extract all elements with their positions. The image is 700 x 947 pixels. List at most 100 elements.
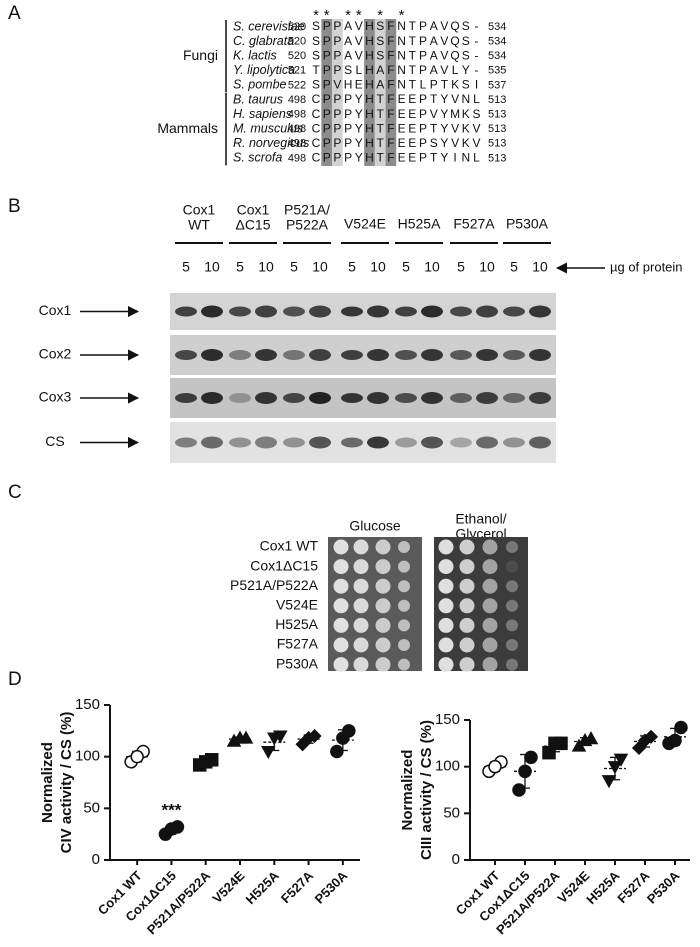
group-label: Fungi [183, 47, 218, 63]
spot [333, 617, 349, 633]
row-label: Cox3 [39, 389, 72, 405]
band [341, 393, 363, 403]
spot [459, 598, 475, 614]
band [201, 305, 223, 318]
spot [375, 637, 391, 653]
end-position: 513 [488, 152, 506, 164]
data-point [232, 730, 248, 744]
band [395, 437, 417, 448]
strain: F527A [277, 636, 319, 652]
spot [506, 541, 518, 553]
spot [353, 657, 369, 673]
spot [459, 559, 475, 575]
strain: Cox1 WT [260, 538, 319, 554]
band [503, 437, 525, 448]
species: R. norvegicus [233, 136, 309, 150]
start-position: 520 [288, 21, 306, 33]
spot [333, 657, 349, 673]
band [367, 436, 389, 449]
data-point [631, 740, 647, 756]
x-tick-label: V524E [209, 868, 247, 906]
band [309, 392, 331, 404]
band [503, 350, 525, 360]
band [283, 306, 305, 317]
spot [398, 580, 410, 593]
shade [374, 19, 386, 166]
y-tick-label: 100 [435, 758, 460, 775]
spot [482, 539, 498, 555]
data-point [613, 753, 629, 767]
band [421, 305, 443, 318]
spot [375, 598, 391, 614]
y-tick-label: 150 [75, 696, 100, 713]
band [175, 306, 197, 317]
band [255, 349, 277, 361]
spot [506, 619, 518, 632]
band [529, 392, 551, 404]
strain: P521A/P522A [230, 577, 319, 593]
end-position: 513 [488, 123, 506, 135]
band [476, 392, 498, 404]
data-point [548, 736, 562, 751]
band [367, 349, 389, 361]
end-position: 534 [488, 36, 506, 48]
data-point [261, 745, 276, 760]
lane-label: WT [188, 217, 210, 233]
spot [375, 617, 391, 633]
band [255, 392, 277, 404]
y-axis-label: CIII activity / CS (%) [418, 720, 435, 860]
lane-label: V524E [344, 216, 386, 232]
band [395, 306, 417, 317]
spot [459, 539, 475, 555]
lane-label: Cox1 [237, 202, 270, 218]
spot [353, 559, 369, 575]
lane-label: ΔC15 [235, 217, 270, 233]
amount: 10 [479, 259, 495, 275]
band [367, 305, 389, 318]
spot [353, 617, 369, 633]
start-position: 520 [288, 36, 306, 48]
strain: V524E [276, 597, 318, 613]
y-tick-label: 100 [75, 748, 100, 765]
lane-label: H525A [398, 216, 441, 232]
data-point [336, 731, 350, 745]
spot [482, 657, 498, 673]
spot [333, 637, 349, 653]
lane-label: P522A [286, 217, 329, 233]
band [255, 436, 277, 449]
spot [438, 539, 454, 555]
spot [353, 598, 369, 614]
species: B. taurus [233, 92, 283, 106]
band [421, 349, 443, 361]
amount: 5 [402, 259, 410, 275]
data-point [512, 783, 526, 797]
y-axis-label: CIV activity / CS (%) [58, 712, 75, 854]
x-tick-label: H525A [243, 868, 283, 908]
band [341, 306, 363, 317]
spot [333, 578, 349, 594]
data-point [674, 720, 688, 735]
spot [438, 598, 454, 614]
band [229, 437, 251, 448]
end-position: 534 [488, 21, 506, 33]
end-position: 513 [488, 94, 506, 106]
shade [321, 19, 333, 166]
band [395, 350, 417, 360]
band [529, 436, 551, 449]
spot [482, 637, 498, 653]
band [201, 349, 223, 361]
amount: 10 [532, 259, 548, 275]
spot [482, 578, 498, 594]
shade [385, 19, 397, 166]
amount: 10 [312, 259, 328, 275]
band [450, 393, 472, 403]
y-axis-label: Normalized [399, 750, 416, 831]
spot [398, 560, 410, 573]
spot [459, 578, 475, 594]
end-position: 535 [488, 65, 506, 77]
band [255, 305, 277, 318]
panel-label: B [8, 196, 21, 217]
amount: 5 [348, 259, 356, 275]
lane-label: F527A [453, 216, 495, 232]
